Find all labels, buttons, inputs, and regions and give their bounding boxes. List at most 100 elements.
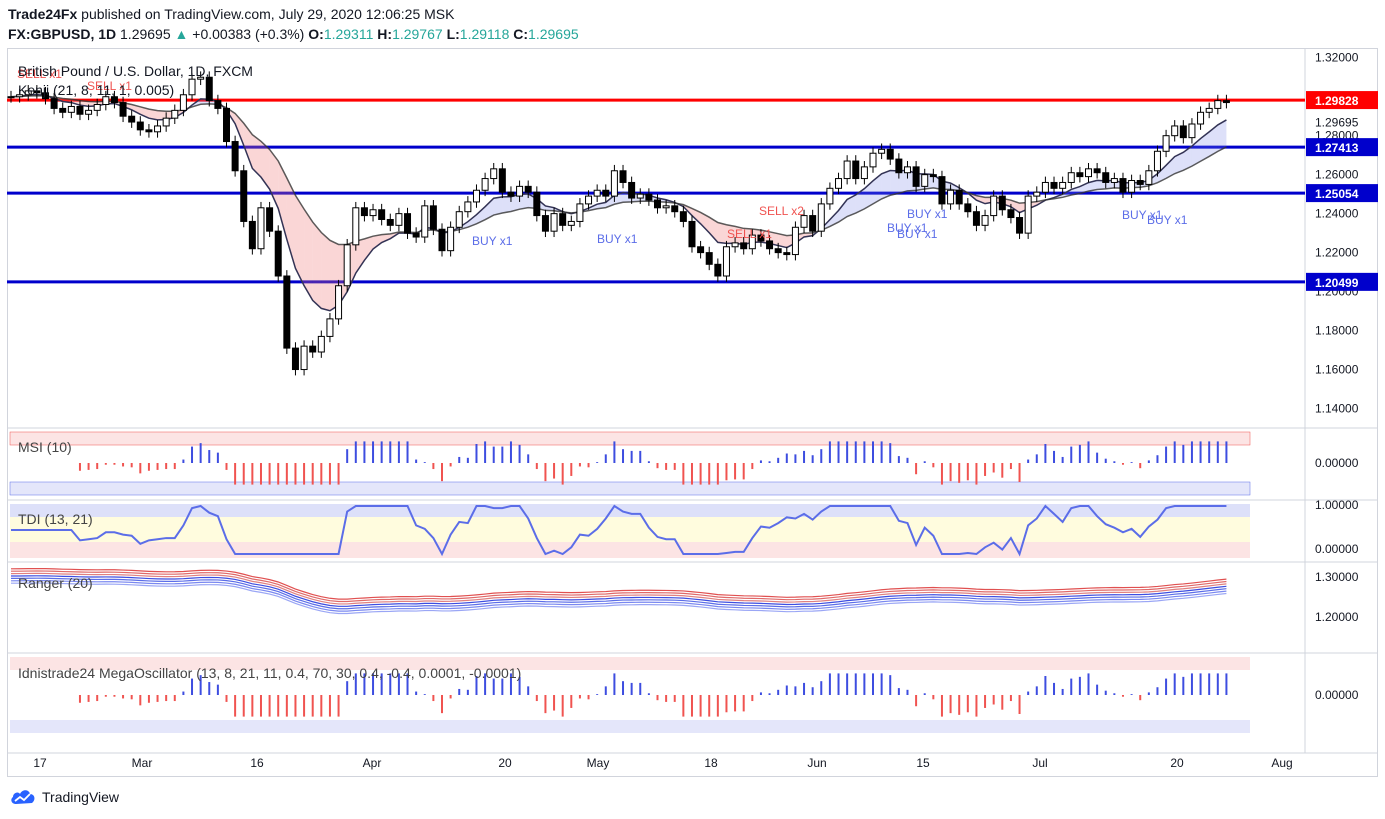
signal-label: SELL x1 (17, 67, 62, 81)
candle-body (214, 100, 222, 109)
candle-body (369, 209, 377, 217)
kenji-cloud-segment (1209, 124, 1218, 157)
candle-body (757, 234, 765, 242)
candle-body (50, 98, 58, 109)
kenji-cloud-segment (373, 234, 382, 250)
candle-body (585, 195, 593, 205)
kenji-cloud-segment (890, 170, 899, 196)
candle-body (516, 185, 524, 197)
close-value: 1.29695 (528, 26, 579, 42)
candle-body (257, 207, 265, 250)
candle-body (41, 92, 49, 100)
price-tick-label: 1.22000 (1315, 246, 1359, 260)
candle-body (800, 215, 808, 228)
candle-body (188, 78, 196, 96)
candle-body (860, 166, 868, 180)
candle-body (1153, 150, 1161, 172)
candle-body (136, 121, 144, 131)
price-tag-label: 1.29695 (1315, 116, 1359, 130)
candle-body (774, 248, 782, 254)
ranger-line (10, 572, 1227, 605)
candle-body (266, 207, 274, 232)
candle-body (1067, 172, 1075, 183)
candle-body (128, 115, 136, 123)
time-axis-label: Apr (363, 756, 382, 770)
candle-body (947, 189, 955, 205)
msi-tick: 0.00000 (1315, 456, 1359, 470)
price-tick-label: 1.18000 (1315, 324, 1359, 338)
candle-body (395, 213, 403, 226)
candle-body (688, 220, 696, 248)
kenji-cloud-segment (295, 195, 305, 286)
candle-body (59, 107, 67, 113)
candle-body (619, 170, 627, 183)
chart-canvas[interactable]: 1.320001.300001.280001.260001.240001.220… (7, 48, 1378, 777)
kenji-cloud-segment (485, 198, 494, 220)
candle-body (1024, 195, 1032, 234)
tdi-middle-band (10, 517, 1250, 542)
price-tag-label: 1.20499 (1315, 276, 1359, 290)
time-axis-label: Mar (132, 756, 153, 770)
candle-body (748, 234, 756, 250)
kenji-cloud-segment (312, 222, 322, 309)
msi-upper-band (9, 431, 1251, 446)
tdi-tick: 0.00000 (1315, 542, 1359, 556)
indicator-label: Kenji (21, 8, 11, 1, 0.005) (18, 82, 174, 98)
signal-label: BUY x1 (907, 207, 948, 221)
price-tag-label: 1.29828 (1315, 94, 1359, 108)
candle-body (231, 141, 239, 172)
candle-body (197, 76, 205, 80)
kenji-cloud-segment (304, 209, 313, 301)
signal-label: BUY x1 (472, 234, 513, 248)
tradingview-brand: TradingView (42, 789, 120, 805)
kenji-cloud-segment (278, 160, 287, 240)
candle-body (472, 189, 480, 203)
kenji-cloud-segment (873, 173, 882, 204)
candle-body (809, 215, 817, 232)
candle-body (154, 125, 162, 133)
price-tick-label: 1.16000 (1315, 363, 1359, 377)
kenji-slow-line (10, 94, 1227, 246)
symbol-label[interactable]: FX:GBPUSD, 1D (8, 26, 117, 42)
ranger-tick: 1.30000 (1315, 570, 1359, 584)
candle-body (464, 201, 472, 213)
kenji-cloud-segment (1200, 131, 1210, 162)
tradingview-cloud-icon (11, 790, 35, 804)
time-axis-label: Jul (1032, 756, 1047, 770)
time-axis-label: 20 (498, 756, 512, 770)
candle-body (85, 109, 93, 115)
candle-body (1033, 191, 1041, 197)
ranger-line (10, 579, 1227, 612)
tdi-upper-band (10, 504, 1250, 517)
candle-body (67, 105, 75, 113)
candle-body (843, 160, 851, 180)
price-tag (1306, 91, 1378, 110)
price-tag (1306, 138, 1378, 157)
candle-body (283, 275, 291, 349)
candle-body (309, 345, 317, 353)
mega-tick: 0.00000 (1315, 688, 1359, 702)
candle-body (171, 109, 179, 119)
candle-body (740, 242, 748, 250)
kenji-cloud-segment (545, 205, 555, 211)
ranger-line (10, 582, 1227, 615)
candle-body (593, 189, 601, 197)
candle-body (386, 218, 394, 226)
time-axis-label: 18 (704, 756, 718, 770)
tdi-tick: 1.00000 (1315, 498, 1359, 512)
candle-body (903, 166, 911, 174)
candle-body (1197, 111, 1205, 125)
low-value: 1.29118 (459, 26, 510, 42)
candle-body (567, 220, 575, 226)
candle-body (1110, 178, 1118, 183)
change-up-icon: ▲ (174, 26, 189, 42)
candle-body (990, 195, 998, 217)
candle-body (429, 205, 437, 230)
tradingview-logo[interactable]: TradingView (10, 788, 119, 806)
kenji-cloud-segment (1010, 200, 1020, 213)
candle-body (162, 117, 170, 127)
candle-body (1188, 123, 1196, 139)
publisher-name[interactable]: Trade24Fx (8, 6, 78, 22)
mega-upper-band (10, 657, 1250, 670)
kenji-cloud-segment (364, 236, 374, 261)
